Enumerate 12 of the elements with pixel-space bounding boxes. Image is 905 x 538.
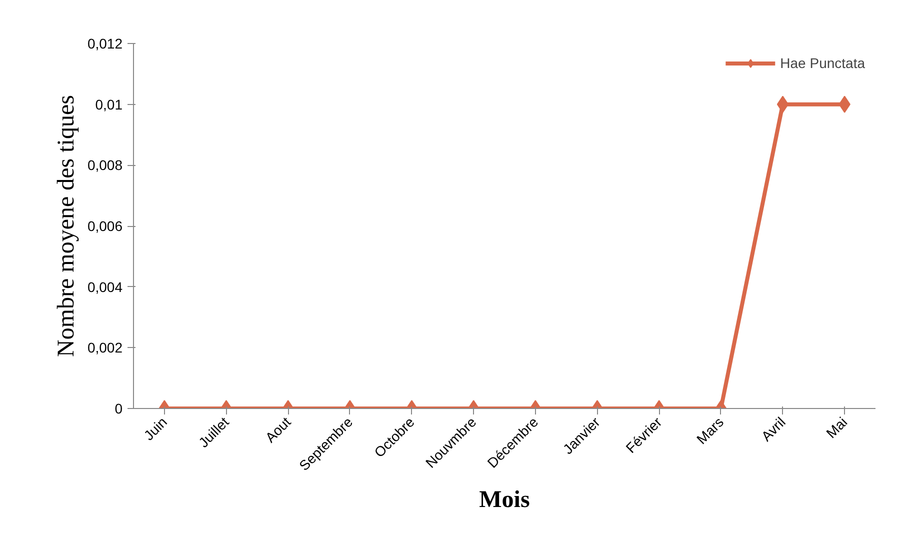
x-tick-label: Juin (140, 414, 170, 444)
y-tick-label: 0,012 (87, 36, 123, 52)
y-axis-title: Nombre moyene des tiques (53, 95, 80, 357)
y-tick-label: 0 (114, 400, 123, 416)
y-tick-label: 0,01 (95, 96, 123, 112)
y-tick-label: 0,008 (87, 157, 123, 174)
y-tick-label: 0,002 (87, 340, 123, 356)
legend-label: Hae Punctata (780, 55, 865, 71)
y-tick-label: 0,004 (87, 278, 123, 295)
x-tick-label: Mai (822, 414, 850, 442)
y-tick-label: 0,006 (87, 218, 123, 234)
x-axis-title: Mois (479, 487, 530, 514)
